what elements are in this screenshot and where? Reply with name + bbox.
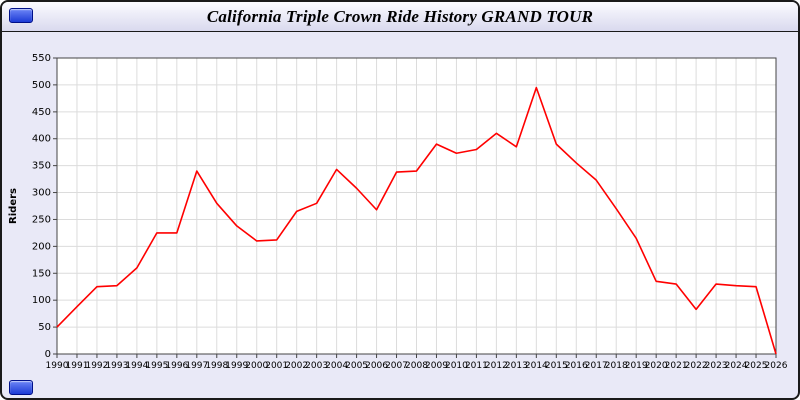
x-tick-label: 2004	[325, 361, 348, 371]
y-tick-label: 500	[32, 80, 51, 91]
plot-border	[56, 57, 777, 355]
x-tick-label: 2024	[725, 361, 748, 371]
x-tick-label: 2023	[705, 361, 728, 371]
x-tick-label: 2025	[745, 361, 768, 371]
y-tick-label: 200	[32, 241, 51, 252]
x-tick-label: 1990	[46, 361, 69, 371]
y-tick-label: 100	[32, 295, 51, 306]
x-tick-label: 2017	[585, 361, 608, 371]
x-tick-label: 2018	[605, 361, 628, 371]
y-axis-label: Riders	[8, 188, 19, 224]
x-tick-label: 2016	[565, 361, 588, 371]
x-tick-label: 2000	[245, 361, 268, 371]
x-tick-label: 1998	[205, 361, 228, 371]
x-tick-label: 2015	[545, 361, 568, 371]
y-tick-label: 50	[38, 322, 51, 333]
top-left-button[interactable]	[9, 8, 33, 23]
x-tick-label: 2011	[465, 361, 488, 371]
x-tick-label: 2012	[485, 361, 508, 371]
y-tick-label: 150	[32, 268, 51, 279]
x-tick-label: 1994	[125, 361, 148, 371]
x-tick-label: 2014	[525, 361, 548, 371]
x-tick-label: 2020	[645, 361, 668, 371]
y-tick-label: 350	[32, 161, 51, 172]
x-tick-label: 2008	[405, 361, 428, 371]
line-chart: 0501001502002503003504004505005501990199…	[8, 53, 788, 371]
chart-title: California Triple Crown Ride History GRA…	[206, 6, 594, 26]
y-tick-label: 0	[45, 349, 51, 360]
bottom-left-button[interactable]	[9, 380, 33, 395]
x-tick-label: 1996	[165, 361, 188, 371]
y-tick-label: 550	[32, 53, 51, 64]
y-tick-label: 250	[32, 214, 51, 225]
x-tick-label: 1993	[105, 361, 128, 371]
y-tick-label: 450	[32, 107, 51, 118]
x-tick-label: 2019	[625, 361, 648, 371]
x-tick-label: 1992	[85, 361, 108, 371]
x-tick-label: 2010	[445, 361, 468, 371]
riders-line	[56, 86, 777, 355]
x-tick-label: 2007	[385, 361, 408, 371]
x-tick-label: 2022	[685, 361, 708, 371]
x-tick-label: 1999	[225, 361, 248, 371]
chart-area: 0 50 100 150 200 250 300 350 400 450 500 550 1990 199…	[2, 32, 798, 398]
x-tick-label: 2002	[285, 361, 308, 371]
x-tick-label: 1991	[66, 361, 89, 371]
x-tick-label: 2006	[365, 361, 388, 371]
y-tick-label: 300	[32, 188, 51, 199]
x-tick-label: 2009	[425, 361, 448, 371]
x-tick-label: 2013	[505, 361, 528, 371]
x-tick-label: 2005	[345, 361, 368, 371]
x-tick-label: 2001	[265, 361, 288, 371]
y-tick-label: 400	[32, 134, 51, 145]
x-tick-label: 2026	[765, 361, 788, 371]
x-tick-label: 1997	[185, 361, 208, 371]
x-tick-label: 2003	[305, 361, 328, 371]
x-tick-label: 1995	[145, 361, 168, 371]
x-tick-label: 2021	[665, 361, 688, 371]
title-bar: California Triple Crown Ride History GRA…	[2, 2, 798, 32]
